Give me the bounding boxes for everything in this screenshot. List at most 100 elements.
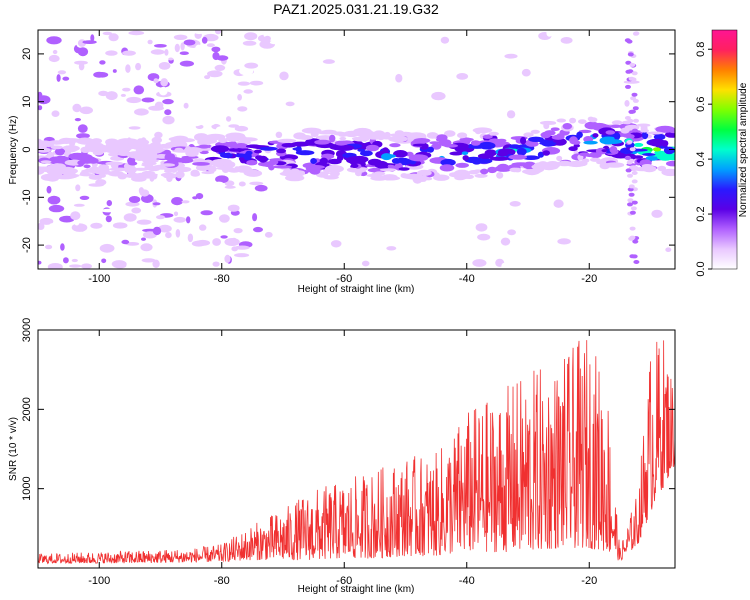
- spectrogram-cell: [551, 134, 565, 140]
- spectrogram-cell: [234, 253, 250, 258]
- spectrogram-cell: [195, 44, 203, 53]
- spectrogram-cell: [191, 95, 206, 104]
- colorbar-tick-label: 0.6: [695, 97, 707, 112]
- spectrogram-cell: [185, 147, 203, 152]
- spectrogram-cell: [156, 187, 166, 194]
- spectrogram-cell: [83, 164, 91, 169]
- spectrogram-cell: [560, 37, 573, 44]
- spectrogram-cell: [444, 130, 456, 137]
- spectrogram-cell: [135, 155, 145, 161]
- spectrogram-cell: [239, 66, 254, 76]
- spectrogram-cell: [285, 101, 295, 107]
- spectrogram-cell: [214, 64, 226, 71]
- spectrogram-cell: [395, 73, 403, 83]
- spectrogram-cell: [220, 235, 228, 239]
- spectrogram-cell: [97, 35, 103, 42]
- spectrogram-cell: [627, 187, 634, 192]
- spectrogram-cell: [88, 174, 103, 180]
- spectrogram-cell: [428, 207, 444, 215]
- spectrogram-cell: [142, 51, 152, 59]
- spectrogram-cell: [174, 147, 184, 152]
- spectrogram-cell: [68, 152, 87, 160]
- spectrogram-cell: [255, 206, 267, 215]
- spectrogram-cell: [46, 185, 52, 194]
- spectrogram-cell: [174, 139, 184, 145]
- spectrogram-cell: [243, 89, 253, 94]
- colorbar-title: Normalized spectral amplitude: [738, 82, 749, 217]
- spectrogram-cell: [275, 131, 283, 138]
- spectrogram-cell: [661, 140, 669, 147]
- spectrogram-cell: [613, 132, 621, 141]
- spectrogram-cell: [661, 168, 675, 177]
- spectrogram-cell: [625, 69, 632, 74]
- spectrogram-cell: [233, 228, 243, 234]
- spectrogram-cell: [389, 133, 410, 137]
- spectrogram-cell: [587, 116, 594, 122]
- spectrogram-cell: [406, 132, 427, 140]
- spectrogram-cell: [470, 140, 481, 146]
- spectrogram-cell: [118, 138, 138, 143]
- spectrogram-cell: [181, 200, 190, 204]
- spectrogram-cell: [69, 140, 76, 147]
- spectrogram-cell: [429, 141, 440, 145]
- spectrogram-cell: [352, 136, 370, 142]
- spectrogram-cell: [453, 174, 471, 180]
- spectrogram-cell: [227, 95, 240, 100]
- spectrogram-cell: [62, 76, 70, 81]
- spectrogram-x-tick-label: -100: [88, 273, 110, 285]
- spectrogram-cell: [202, 51, 209, 56]
- spectrogram-x-tick-label: -80: [214, 273, 230, 285]
- spectrogram-cell: [98, 164, 110, 170]
- spectrogram-cell: [215, 175, 229, 184]
- spectrogram-cell: [192, 196, 198, 200]
- spectrogram-cell: [346, 156, 366, 165]
- spectrogram-cell: [653, 133, 666, 141]
- spectrogram-cell: [225, 135, 242, 142]
- spectrogram-cell: [631, 179, 638, 184]
- spectrogram-cell: [395, 245, 405, 254]
- spectrogram-cell: [474, 173, 488, 178]
- spectrogram-cell: [47, 140, 67, 145]
- spectrogram-cell: [462, 155, 469, 161]
- spectrogram-cell: [192, 30, 207, 35]
- spectrogram-cell: [73, 203, 85, 207]
- spectrogram-cell: [502, 68, 508, 76]
- spectrogram-cell: [554, 110, 569, 116]
- spectrogram-cell: [60, 243, 65, 251]
- spectrogram-cell: [219, 214, 230, 223]
- spectrogram-cell: [94, 170, 115, 175]
- spectrogram-cell: [128, 30, 145, 36]
- spectrogram-cell: [38, 144, 45, 150]
- spectrogram-cell: [291, 141, 311, 147]
- spectrogram-cell: [421, 55, 429, 60]
- spectrogram-cell: [520, 136, 527, 145]
- spectrogram-cell: [224, 180, 235, 187]
- spectrogram-cell: [120, 93, 126, 97]
- spectrogram-cell: [350, 163, 359, 168]
- spectrogram-cell: [82, 30, 88, 34]
- spectrogram-cell: [626, 140, 633, 144]
- spectrogram-cell: [655, 125, 675, 133]
- spectrogram-cell: [187, 119, 203, 127]
- spectrogram-cell: [383, 131, 391, 138]
- spectrogram-cell: [128, 161, 138, 166]
- spectrogram-cell: [372, 66, 384, 70]
- spectrogram-cell: [38, 91, 43, 99]
- spectrogram-x-axis: -100 -80 -60 -40 -20: [88, 30, 597, 285]
- spectrogram-cell: [457, 132, 468, 139]
- spectrogram-cell: [386, 246, 397, 251]
- spectrogram-cell: [440, 36, 450, 44]
- spectrogram-cell: [215, 30, 222, 35]
- colorbar-frame: [711, 29, 738, 270]
- spectrogram-cell: [480, 168, 489, 175]
- spectrogram-cell: [501, 262, 507, 269]
- spectrogram-cell: [141, 97, 155, 103]
- spectrogram-cell: [506, 110, 516, 119]
- spectrogram-cell: [76, 133, 90, 139]
- spectrogram-cell: [279, 71, 289, 81]
- spectrogram-cell: [277, 50, 287, 59]
- spectrogram-cell: [226, 161, 236, 168]
- spectrogram-cell: [611, 120, 623, 125]
- spectrogram-cell: [133, 85, 145, 95]
- spectrogram-cell: [82, 40, 97, 44]
